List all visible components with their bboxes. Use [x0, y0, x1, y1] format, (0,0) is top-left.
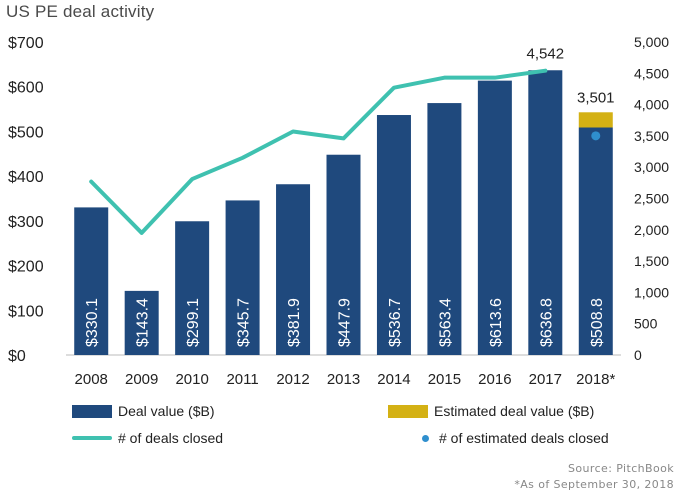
estimate-bar-segment: [578, 112, 613, 128]
estimated-deals-point: [591, 131, 601, 141]
deals-closed-line: [89, 68, 548, 235]
bar: [427, 103, 462, 355]
y-right-tick-label: 4,000: [634, 97, 669, 113]
bar: [276, 184, 311, 355]
x-tick-label: 2016: [478, 371, 511, 388]
y-right-tick-label: 2,500: [634, 191, 669, 207]
chart-plot: $0 $100 $200 $300 $400 $500 $600 $700 0 500 1,000 1…: [8, 34, 669, 388]
y-left-tick-label: $500: [8, 124, 44, 141]
bar-value-label: $447.9: [337, 298, 354, 347]
estimate-bar-swatch: [388, 404, 428, 418]
legend-item-deals-closed: # of deals closed: [72, 430, 223, 446]
legend-label-estimated-value: Estimated deal value ($B): [434, 403, 595, 419]
y-right-tick-label: 0: [634, 347, 642, 363]
bar-value-label: $299.1: [185, 298, 202, 347]
bar-value-label: $143.4: [135, 298, 152, 347]
x-tick-label: 2013: [327, 371, 360, 388]
bar: [326, 154, 361, 355]
bar-value-label: $330.1: [84, 298, 101, 347]
bar-swatch: [72, 404, 112, 418]
legend-item-deal-value: Deal value ($B): [72, 403, 215, 419]
x-tick-label: 2010: [175, 371, 208, 388]
bar: [175, 221, 210, 355]
bar-value-label: $563.4: [437, 298, 454, 347]
y-right-tick-label: 2,000: [634, 222, 669, 238]
y-right-tick-label: 500: [634, 316, 658, 332]
x-tick-label: 2008: [75, 371, 108, 388]
y-left-tick-label: $100: [8, 303, 44, 320]
bar-value-label: $345.7: [236, 298, 253, 347]
x-tick-label: 2017: [529, 371, 562, 388]
data-annotation: 4,542: [527, 46, 565, 63]
chart-title: US PE deal activity: [6, 2, 155, 21]
y-right-tick-label: 1,000: [634, 284, 669, 300]
legend-label-deal-value: Deal value ($B): [118, 403, 215, 419]
bar: [477, 80, 512, 355]
y-left-tick-label: $0: [8, 348, 26, 365]
bar: [528, 70, 563, 355]
bar: [74, 207, 109, 355]
y-right-tick-label: 5,000: [634, 34, 669, 50]
y-right-tick-label: 4,500: [634, 65, 669, 81]
y-right-tick-label: 3,000: [634, 159, 669, 175]
y-right-tick-label: 3,500: [634, 128, 669, 144]
bar: [124, 290, 159, 355]
x-tick-label: 2018*: [576, 371, 615, 388]
x-tick-label: 2012: [276, 371, 309, 388]
bar-value-label: $381.9: [286, 298, 303, 347]
legend-item-estimated-value: Estimated deal value ($B): [388, 403, 594, 419]
bar-value-label: $636.8: [538, 298, 555, 347]
x-tick-label: 2011: [226, 371, 258, 388]
y-left-tick-label: $400: [8, 169, 44, 186]
data-annotation: 3,501: [577, 89, 615, 106]
y-left-tick-label: $600: [8, 80, 44, 97]
legend-item-estimated-deals: # of estimated deals closed: [422, 430, 609, 446]
y-right-tick-label: 1,500: [634, 253, 669, 269]
line-swatch: [72, 436, 112, 440]
bar-value-label: $536.7: [387, 298, 404, 347]
bar: [225, 200, 260, 355]
bar: [578, 127, 613, 355]
as-of-note: *As of September 30, 2018: [514, 478, 674, 491]
source-note: Source: PitchBook: [568, 462, 674, 475]
bar-value-label: $508.8: [589, 298, 606, 347]
bar-value-label: $613.6: [488, 298, 505, 347]
legend-label-deals-closed: # of deals closed: [118, 430, 224, 446]
y-left-tick-label: $300: [8, 214, 44, 231]
x-tick-label: 2015: [428, 371, 461, 388]
x-tick-label: 2014: [377, 371, 410, 388]
legend-label-estimated-deals: # of estimated deals closed: [439, 430, 609, 446]
x-tick-label: 2009: [125, 371, 158, 388]
point-swatch: [422, 434, 429, 442]
bar: [376, 115, 411, 355]
y-left-tick-label: $200: [8, 259, 44, 276]
y-left-tick-label: $700: [8, 35, 44, 52]
